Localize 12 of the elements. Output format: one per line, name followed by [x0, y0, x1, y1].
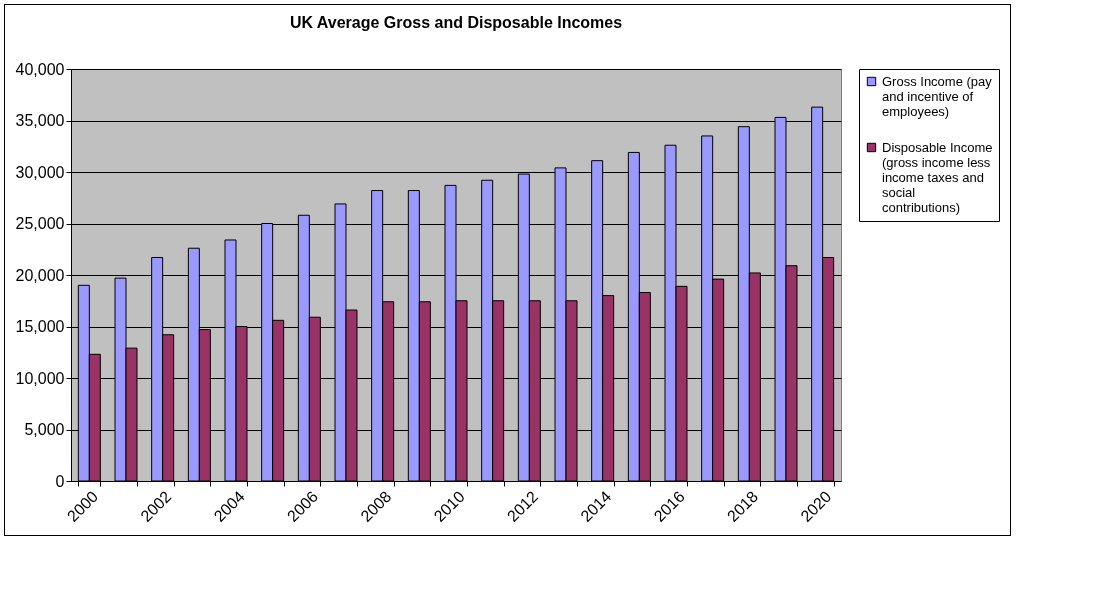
legend-label: Disposable Income (gross income less income taxes and social contributions) — [882, 139, 993, 215]
y-tick-label: 25,000 — [15, 215, 65, 232]
y-tick-label: 10,000 — [15, 369, 65, 387]
chart-title: UK Average Gross and Disposable Incomes — [289, 14, 623, 31]
y-tick-label: 20,000 — [15, 266, 65, 284]
y-tick-label: 5,000 — [24, 421, 65, 438]
legend-label: Gross Income (pay and incentive of employees) — [882, 73, 993, 119]
y-tick-label: 15,000 — [15, 318, 65, 335]
y-tick-label: 40,000 — [15, 60, 65, 78]
y-tick-label: 0 — [55, 472, 65, 490]
y-tick-label: 35,000 — [15, 112, 65, 129]
y-tick-label: 30,000 — [15, 163, 65, 181]
